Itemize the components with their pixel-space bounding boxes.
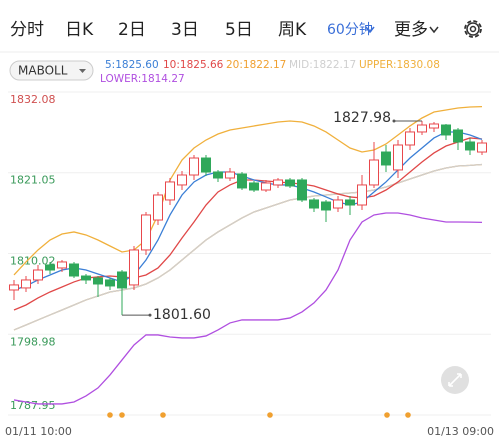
candle-body: [429, 123, 439, 129]
candle-body: [33, 269, 43, 281]
expand-icon: [448, 373, 462, 387]
legend-entry: UPPER:1830.08: [359, 59, 440, 71]
period-tab[interactable]: 分时: [10, 20, 44, 40]
y-tick-label: 1832.08: [10, 93, 56, 106]
candle-body: [369, 159, 379, 186]
period-tab[interactable]: 5日: [225, 20, 253, 40]
candle-body: [9, 284, 19, 291]
candle-body: [309, 199, 319, 209]
candle-body: [357, 184, 367, 206]
event-dot[interactable]: [384, 412, 390, 418]
candle-body: [477, 142, 487, 153]
event-dot[interactable]: [107, 412, 113, 418]
candle-body: [441, 124, 451, 136]
x-tick-label: 01/13 09:00: [427, 425, 494, 438]
gear: [464, 20, 482, 38]
annotation-label: 1801.60: [153, 307, 211, 323]
y-tick-label: 1821.05: [10, 174, 56, 187]
period-tab[interactable]: 2日: [118, 20, 146, 40]
candle-body: [105, 279, 115, 287]
candle-body: [381, 151, 391, 166]
candle-body: [129, 249, 139, 286]
annotation-dot: [148, 313, 152, 317]
legend-entry: 20:1822.17: [226, 59, 286, 71]
candle-body: [21, 279, 31, 289]
candle-body: [189, 157, 199, 176]
y-tick-label: 1810.02: [10, 254, 56, 267]
annotation-label: 1827.98: [333, 110, 391, 126]
candle-body: [237, 173, 247, 189]
legend: 5:1825.60 10:1825.66 20:1822.17 MID:1822.17…: [100, 59, 440, 85]
indicator-name: MABOLL: [18, 64, 68, 78]
candle-body: [93, 277, 103, 285]
candle-body: [405, 131, 415, 146]
candle-body: [225, 171, 235, 179]
candle-body: [417, 124, 427, 133]
legend-entry: MID:1822.17: [289, 59, 356, 71]
period-tab[interactable]: 3日: [171, 20, 199, 40]
candle-body: [153, 194, 163, 221]
candle-body: [213, 171, 223, 179]
period-tabs: 分时 日K 2日 3日 5日 周K 60分钟 更多: [10, 20, 428, 40]
candle-body: [333, 199, 343, 209]
candle-body: [345, 199, 355, 206]
indicator-selector[interactable]: [9, 60, 94, 81]
indicator-line: [13, 163, 483, 331]
dropdown-arrow: [429, 26, 439, 34]
plot: 1832.08 1821.05 1810.02 1798.98 1787.95 01/11…: [5, 91, 494, 438]
period-tab[interactable]: 60分钟: [327, 21, 373, 38]
indicator-line: [13, 212, 483, 405]
dropdown-arrow: [79, 69, 86, 73]
indicator-line: [13, 131, 483, 291]
event-dot[interactable]: [119, 412, 125, 418]
candle-body: [321, 201, 331, 211]
event-dot[interactable]: [267, 412, 273, 418]
y-tick-label: 1798.98: [10, 335, 56, 348]
indicator-line: [13, 105, 483, 276]
annotation-dot: [392, 119, 396, 123]
event-markers: [107, 412, 411, 418]
candle-body: [273, 179, 283, 186]
candle-body: [57, 261, 67, 269]
candle-body: [261, 182, 271, 191]
legend-entry: LOWER:1814.27: [100, 73, 185, 85]
period-tab[interactable]: 更多: [394, 20, 428, 40]
candle-body: [177, 174, 187, 186]
candle-body: [393, 144, 403, 171]
candle-body: [453, 129, 463, 143]
candle-body: [285, 179, 295, 187]
legend-entry: 5:1825.60: [105, 59, 159, 71]
candle-body: [465, 141, 475, 151]
y-tick-label: 1787.95: [10, 399, 56, 412]
candle-body: [297, 179, 307, 201]
x-tick-label: 01/11 10:00: [5, 425, 72, 438]
candle-body: [117, 271, 127, 289]
gear: [466, 22, 480, 36]
expand-button[interactable]: [441, 366, 469, 394]
event-dot[interactable]: [160, 412, 166, 418]
candle-body: [81, 275, 91, 281]
settings-icon[interactable]: [464, 20, 482, 38]
dropdown-arrow: [365, 26, 375, 34]
event-dot[interactable]: [405, 412, 411, 418]
candle-body: [69, 263, 79, 277]
candle-body: [165, 181, 175, 201]
indicator-line: [13, 163, 483, 331]
period-tab[interactable]: 日K: [65, 20, 94, 40]
candle-body: [45, 264, 55, 271]
candle-body: [249, 182, 259, 191]
candle-body: [141, 214, 151, 251]
candle-body: [201, 157, 211, 173]
gear: [469, 25, 477, 33]
indicator-line: [13, 137, 483, 311]
period-tab[interactable]: 周K: [278, 20, 307, 40]
legend-entry: 10:1825.66: [163, 59, 224, 71]
